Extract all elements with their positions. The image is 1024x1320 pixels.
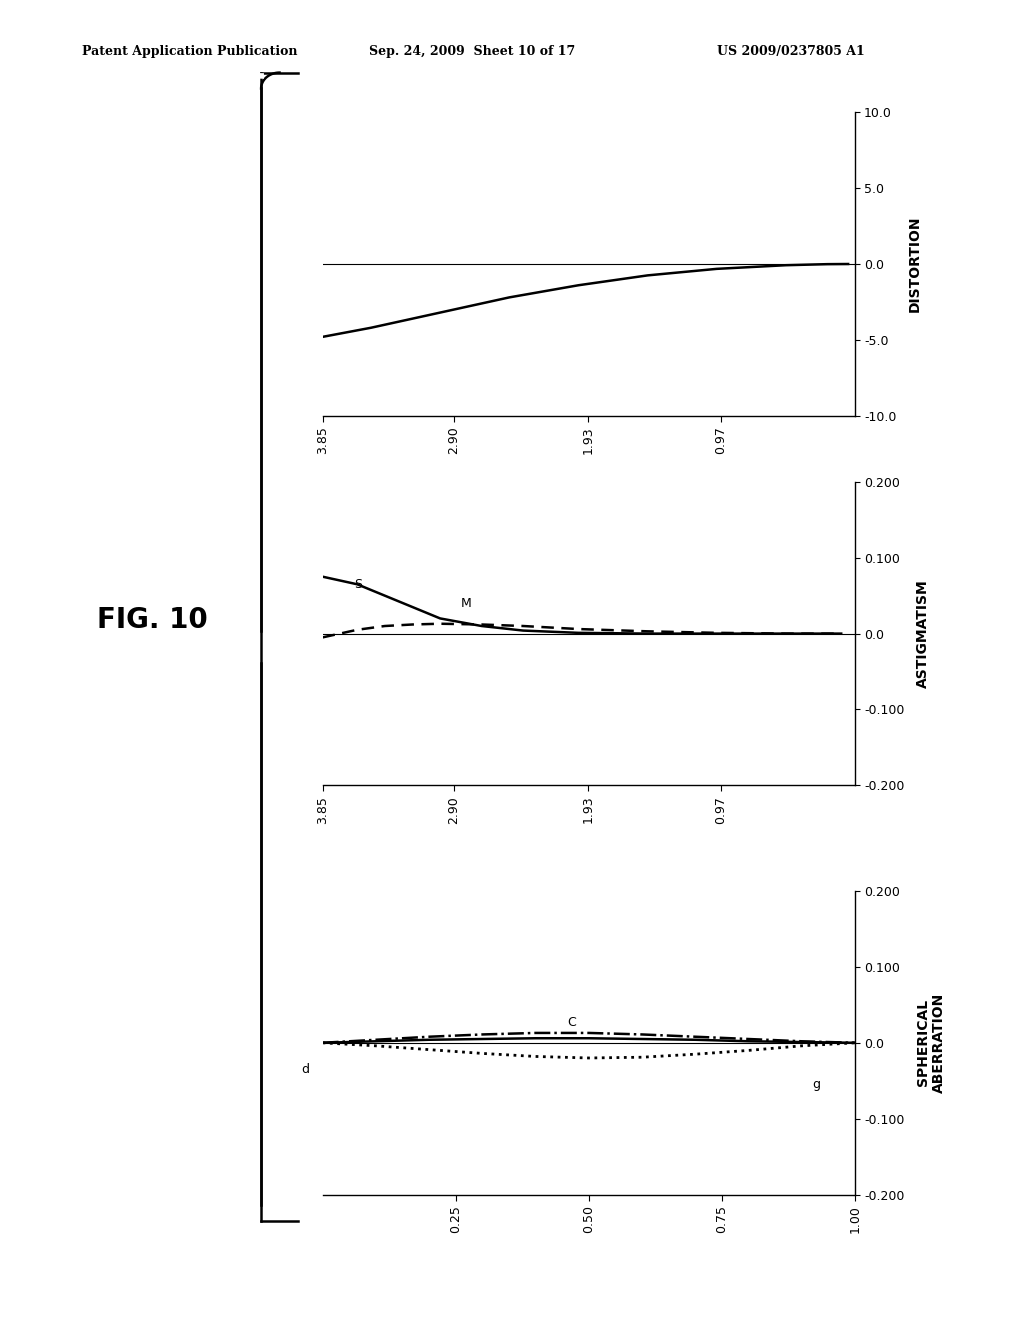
Text: Patent Application Publication: Patent Application Publication <box>82 45 297 58</box>
Text: C: C <box>567 1016 577 1030</box>
Y-axis label: SPHERICAL
ABERRATION: SPHERICAL ABERRATION <box>915 993 946 1093</box>
Text: d: d <box>301 1063 309 1076</box>
Text: S: S <box>354 578 362 591</box>
Y-axis label: ASTIGMATISM: ASTIGMATISM <box>915 579 930 688</box>
Text: FIG. 10: FIG. 10 <box>97 606 208 635</box>
Text: Sep. 24, 2009  Sheet 10 of 17: Sep. 24, 2009 Sheet 10 of 17 <box>369 45 574 58</box>
Text: M: M <box>461 597 472 610</box>
Y-axis label: DISTORTION: DISTORTION <box>907 215 922 313</box>
Text: US 2009/0237805 A1: US 2009/0237805 A1 <box>717 45 864 58</box>
Text: g: g <box>812 1078 820 1092</box>
